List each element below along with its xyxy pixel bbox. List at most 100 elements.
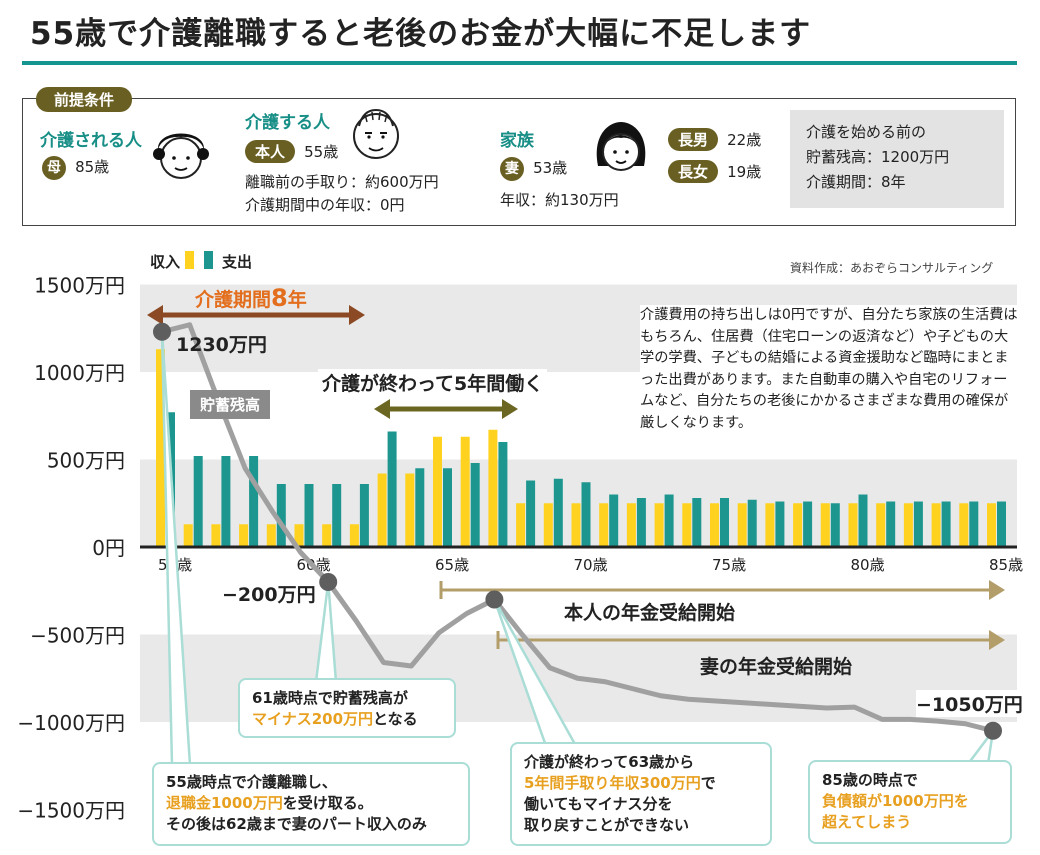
income-bar [239, 524, 249, 547]
income-bar [405, 473, 415, 547]
y-tick-label: 0円 [92, 536, 125, 560]
expense-bar [913, 501, 923, 547]
x-tick-label: 75歳 [712, 556, 746, 574]
income-bar [516, 503, 526, 547]
income-bar [460, 436, 470, 547]
daughter-age: 19歳 [727, 163, 762, 181]
callout-85-line-2: 負債額が1000万円を [822, 792, 969, 810]
mother-badge: 母 [42, 156, 66, 180]
income-bar [959, 503, 969, 547]
callout-85-line-3: 超えてしまう [822, 813, 912, 831]
y-tick-label: 500万円 [47, 449, 125, 473]
callout-63: 介護が終わって63歳から 5年間手取り年収300万円で 働いてもマイナス分を 取… [510, 742, 772, 846]
expense-bar [997, 501, 1006, 547]
wife-badge: 妻 [500, 157, 524, 181]
income-bar [765, 503, 775, 547]
callout-55-line-3: その後は62歳まで妻のパート収入のみ [166, 815, 427, 833]
pension-self-label: 本人の年金受給開始 [564, 602, 736, 624]
self-care-income: 介護期間中の年収：0円 [245, 196, 405, 214]
income-bar [543, 503, 553, 547]
callout-61-line-2-tail: となる [373, 710, 418, 728]
expense-bar [747, 499, 757, 547]
min-value-label: −200万円 [222, 584, 316, 606]
callout-61: 61歳時点で貯蓄残高が マイナス200万円となる [238, 678, 456, 738]
legend-expense-swatch [204, 251, 213, 269]
income-bar [599, 503, 609, 547]
income-bar [710, 503, 719, 547]
income-bar [654, 503, 664, 547]
expense-bar [720, 498, 729, 547]
legend-expense-label: 支出 [222, 253, 253, 271]
callout-63-line-2-tail: で [700, 774, 716, 792]
premise-box [22, 98, 1016, 226]
mother-face-icon [153, 133, 209, 179]
explanation-note: 介護費用の持ち出しは0円ですが、自分たち家族の生活費はもちろん、住居費（住宅ロー… [640, 305, 1020, 434]
income-bar [931, 503, 941, 547]
legend-income-label: 収入 [150, 253, 181, 271]
self-badge: 本人 [245, 140, 296, 163]
expense-bar [470, 463, 480, 547]
page-title: 55歳で介護離職すると老後のお金が大幅に不足します [30, 16, 812, 52]
work-5-years-label: 介護が終わって5年間働く [318, 369, 548, 396]
carer-heading: 介護する人 [245, 113, 330, 133]
mother-age: 85歳 [75, 158, 110, 176]
callout-85: 85歳の時点で 負債額が1000万円を 超えてしまう [808, 760, 1012, 844]
self-takehome: 離職前の手取り：約600万円 [245, 173, 439, 191]
y-tick-label: −1000万円 [17, 711, 125, 735]
summary-line-2: 貯蓄残高：1200万円 [806, 148, 950, 166]
x-tick-label: 85歳 [989, 556, 1023, 574]
income-bar [349, 524, 359, 547]
x-tick-label: 70歳 [574, 556, 608, 574]
savings-marker [319, 573, 338, 591]
x-tick-label: 65歳 [435, 556, 469, 574]
income-bar [488, 429, 498, 547]
expense-bar [830, 503, 840, 547]
y-tick-label: −1500万円 [17, 799, 125, 823]
daughter-badge: 長女 [668, 160, 719, 183]
care-period-suffix: 年 [287, 289, 307, 311]
savings-marker [153, 322, 171, 341]
son-age: 22歳 [727, 131, 762, 149]
self-face-icon [353, 108, 399, 159]
expense-bar [221, 456, 231, 547]
expense-bar [526, 480, 536, 547]
callout-55-line-1: 55歳時点で介護離職し、 [166, 773, 337, 791]
son-badge: 長男 [668, 128, 719, 151]
expense-bar [858, 494, 868, 547]
expense-bar [332, 484, 342, 547]
son-info: 長男 22歳 [668, 128, 761, 151]
savings-line [161, 322, 994, 734]
expense-bar [304, 484, 314, 547]
care-period-number: 8 [271, 284, 288, 312]
title-divider [22, 61, 1017, 65]
expense-bar [193, 456, 203, 547]
callout-55-highlight: 退職金1000万円 [166, 794, 283, 812]
callout-61-leader [314, 581, 338, 684]
summary-line-1: 介護を始める前の [806, 123, 927, 141]
callout-61-line-1: 61歳時点で貯蓄残高が [252, 689, 408, 707]
income-bar [903, 503, 913, 547]
income-bar [377, 473, 387, 547]
callout-55-line-2-tail: を受け取る。 [282, 794, 373, 812]
income-bar [571, 503, 581, 547]
care-period-prefix: 介護期間 [195, 289, 272, 311]
premise-tag: 前提条件 [36, 87, 133, 112]
callout-55-line-2: 退職金1000万円を受け取る。 [166, 793, 456, 814]
expense-bar [609, 494, 619, 547]
self-age: 55歳 [304, 143, 339, 161]
callout-55: 55歳時点で介護離職し、 退職金1000万円を受け取る。 その後は62歳まで妻の… [152, 762, 470, 846]
pension-self-arrow [439, 580, 1005, 600]
cared-info: 母 85歳 [42, 156, 109, 180]
wife-income: 年収：約130万円 [500, 191, 619, 209]
income-bar [626, 503, 636, 547]
start-value-label: 1230万円 [176, 334, 267, 356]
wife-info: 妻 53歳 [500, 157, 567, 181]
pension-wife-arrow [496, 630, 1005, 650]
expense-bar [941, 501, 951, 547]
expense-bar [276, 484, 286, 547]
work-period-arrow [374, 399, 518, 419]
family-heading: 家族 [500, 131, 534, 151]
callout-61-highlight: マイナス200万円 [252, 710, 374, 728]
expense-bar [636, 498, 646, 547]
